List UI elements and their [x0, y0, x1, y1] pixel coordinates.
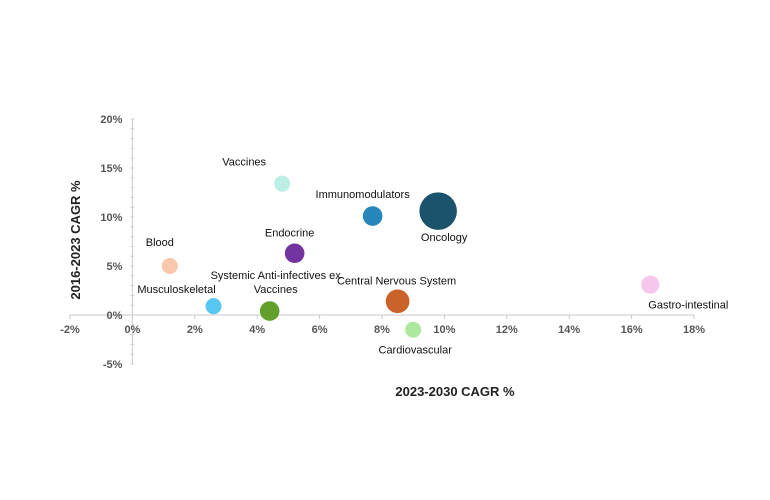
x-tick-label: 10% — [433, 324, 455, 336]
bubble-immunomodulators — [362, 206, 383, 226]
x-tick-label: 14% — [558, 324, 580, 336]
bubbles — [161, 175, 660, 338]
bubble-cardiovascular — [405, 321, 422, 338]
y-tick-label: 15% — [100, 163, 122, 175]
y-tick-label: 5% — [106, 261, 122, 273]
bubble-central-nervous-system — [385, 289, 410, 314]
label-blood: Blood — [146, 237, 174, 249]
bubble-gastro-intestinal — [641, 275, 660, 294]
x-axis-title: 2023-2030 CAGR % — [395, 384, 515, 399]
y-axis-title: 2016-2023 CAGR % — [68, 180, 83, 300]
label-systemic-anti-infectives-ex-vaccines: Systemic Anti-infectives ex Vaccines — [211, 270, 342, 296]
label-oncology: Oncology — [421, 232, 468, 244]
x-tick-label: 4% — [249, 324, 265, 336]
y-tick-label: 0% — [106, 310, 122, 322]
y-tick-label: 10% — [100, 212, 122, 224]
label-cardiovascular: Cardiovascular — [379, 345, 453, 357]
bubble-systemic-anti-infectives-ex-vaccines — [259, 301, 280, 321]
label-endocrine: Endocrine — [265, 227, 315, 239]
x-tick-label: 2% — [187, 324, 203, 336]
bubble-oncology — [419, 192, 457, 230]
x-tick-label: 0% — [124, 324, 140, 336]
label-musculoskeletal: Musculoskeletal — [137, 284, 215, 296]
x-tick-label: 18% — [683, 324, 705, 336]
bubble-vaccines — [274, 175, 291, 192]
axes: -2% 0% 2% 4% 6% 8% 10% 12% 14% 16% 18% -5% 0% 5% 10% 15… — [60, 114, 705, 371]
x-tick-label: 16% — [621, 324, 643, 336]
label-gastro-intestinal: Gastro-intestinal — [648, 300, 728, 312]
label-immunomodulators: Immunomodulators — [316, 189, 411, 201]
x-tick-label: 12% — [496, 324, 518, 336]
y-tick-label: -5% — [103, 359, 123, 371]
x-tick-label: 8% — [374, 324, 390, 336]
x-tick-label: 6% — [312, 324, 328, 336]
bubble-endocrine — [284, 243, 305, 264]
bubble-blood — [161, 258, 178, 274]
bubble-labels: Vaccines Immunomodulators Oncology Endocrin… — [137, 157, 728, 357]
label-vaccines: Vaccines — [222, 157, 266, 169]
y-tick-label: 20% — [100, 114, 122, 126]
label-central-nervous-system: Central Nervous System — [337, 275, 456, 287]
x-tick-label: -2% — [60, 324, 80, 336]
bubble-musculoskeletal — [205, 298, 222, 315]
